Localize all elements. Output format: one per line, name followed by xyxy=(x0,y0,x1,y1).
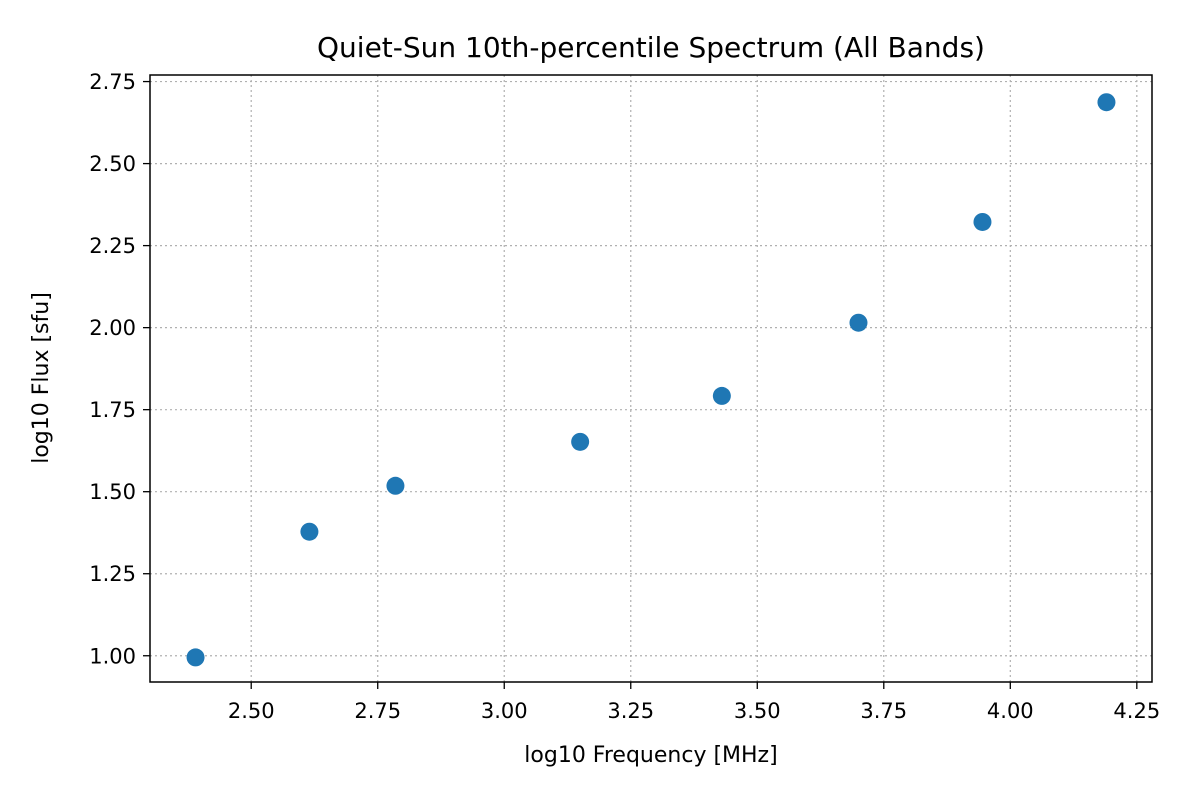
y-axis-label: log10 Flux [sfu] xyxy=(29,292,54,464)
data-point xyxy=(849,313,868,332)
y-tick-label: 1.25 xyxy=(89,562,136,586)
data-point xyxy=(712,386,731,405)
y-tick-label: 1.75 xyxy=(89,398,136,422)
x-tick-label: 3.00 xyxy=(481,699,528,723)
chart-title: Quiet-Sun 10th-percentile Spectrum (All … xyxy=(317,31,985,64)
data-point xyxy=(386,476,405,495)
y-tick-label: 2.25 xyxy=(89,234,136,258)
grid-lines xyxy=(150,75,1152,682)
x-tick-label: 2.50 xyxy=(228,699,275,723)
x-tick-label: 4.25 xyxy=(1113,699,1160,723)
data-point xyxy=(300,522,319,541)
y-tick-label: 1.00 xyxy=(89,644,136,668)
x-tick-label: 3.75 xyxy=(860,699,907,723)
data-point xyxy=(973,212,992,231)
data-point xyxy=(1097,93,1116,112)
x-tick-label: 3.50 xyxy=(734,699,781,723)
x-axis-label: log10 Frequency [MHz] xyxy=(524,743,777,768)
x-tick-label: 3.25 xyxy=(607,699,654,723)
data-points xyxy=(186,93,1116,667)
y-tick-label: 2.00 xyxy=(89,316,136,340)
y-tick-label: 2.50 xyxy=(89,152,136,176)
data-point xyxy=(186,648,205,667)
y-axis: 1.00 1.25 1.50 1.75 2.00 2.25 2.50 2.75 xyxy=(89,70,150,668)
y-tick-label: 2.75 xyxy=(89,70,136,94)
x-axis: 2.50 2.75 3.00 3.25 3.50 3.75 4.00 4.25 xyxy=(228,682,1160,723)
plot-frame xyxy=(149,74,1153,683)
x-tick-label: 4.00 xyxy=(987,699,1034,723)
data-point xyxy=(571,432,590,451)
x-tick-label: 2.75 xyxy=(354,699,401,723)
y-tick-label: 1.50 xyxy=(89,480,136,504)
